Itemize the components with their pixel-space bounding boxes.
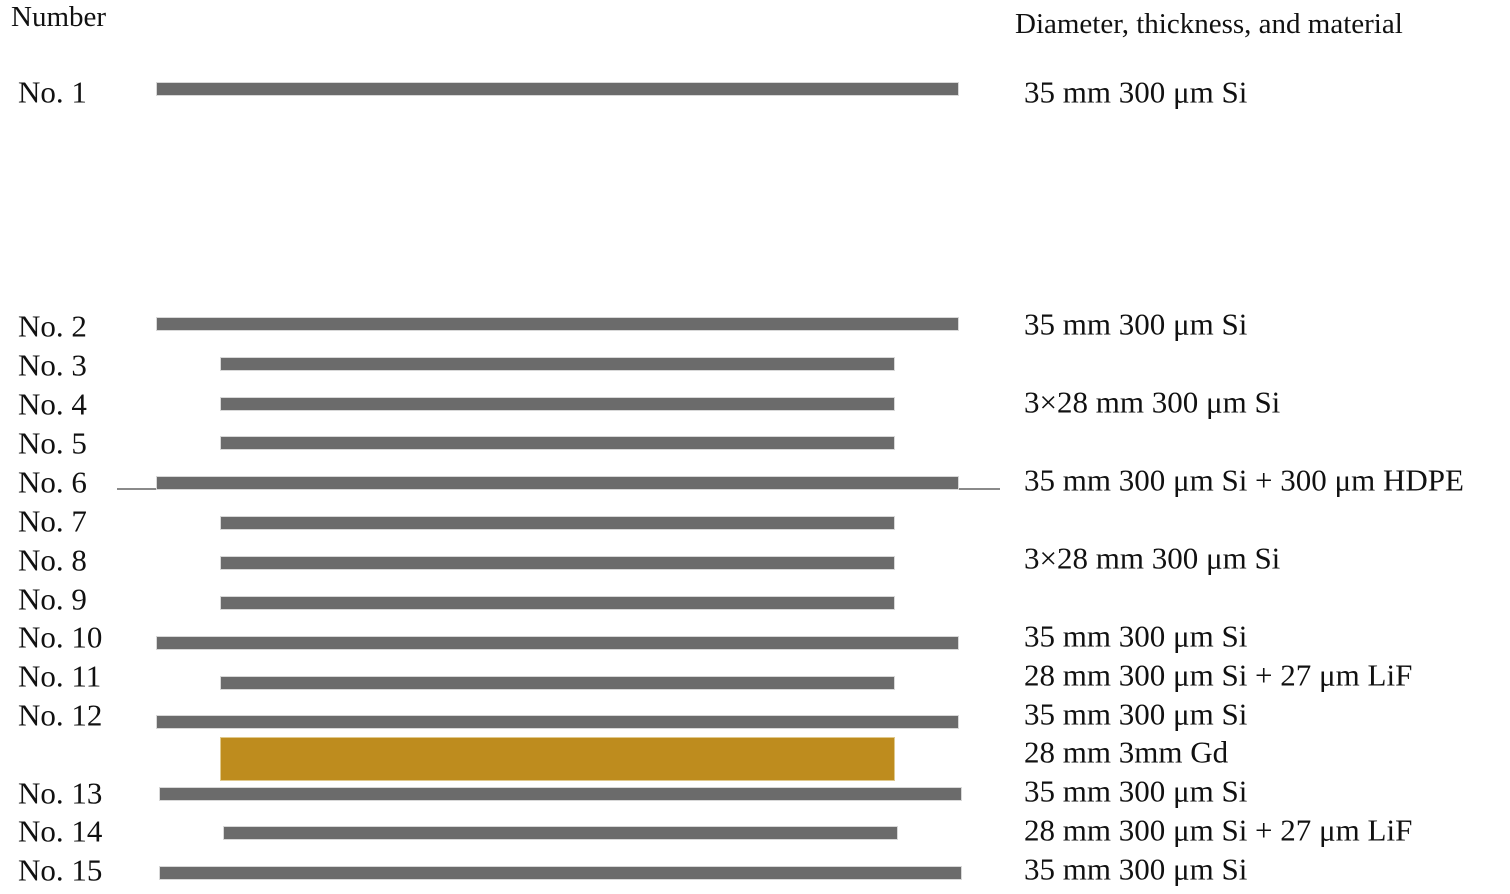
si-detector-bar [221, 517, 894, 529]
layer-number-label: No. 12 [18, 697, 103, 733]
material-label: 35 mm 300 μm Si [1024, 773, 1248, 809]
material-label: 28 mm 3mm Gd [1024, 734, 1229, 770]
layer-number-label: No. 1 [18, 74, 87, 110]
si-detector-bar [157, 477, 958, 489]
material-label: 35 mm 300 μm Si [1024, 851, 1248, 887]
si-detector-bar [157, 637, 958, 649]
material-label: 28 mm 300 μm Si + 27 μm LiF [1024, 812, 1413, 848]
material-label: 3×28 mm 300 μm Si [1024, 384, 1281, 420]
material-label: 35 mm 300 μm Si [1024, 74, 1248, 110]
material-label: 35 mm 300 μm Si [1024, 696, 1248, 732]
material-column-header: Diameter, thickness, and material [1015, 8, 1403, 40]
layer-number-label: No. 6 [18, 464, 87, 500]
material-label: 3×28 mm 300 μm Si [1024, 540, 1281, 576]
layer-number-label: No. 14 [18, 813, 103, 849]
si-detector-bar [160, 788, 961, 800]
si-detector-bar [221, 398, 894, 410]
si-detector-bar [221, 358, 894, 370]
si-detector-bar [221, 677, 894, 689]
reference-line [117, 488, 1000, 490]
layer-number-label: No. 15 [18, 852, 103, 888]
layer-number-label: No. 11 [18, 658, 102, 694]
si-detector-bar [221, 557, 894, 569]
layer-number-label: No. 4 [18, 386, 87, 422]
si-detector-bar [224, 827, 897, 839]
layer-number-label: No. 9 [18, 581, 87, 617]
material-label: 35 mm 300 μm Si [1024, 306, 1248, 342]
material-label: 28 mm 300 μm Si + 27 μm LiF [1024, 657, 1413, 693]
layer-number-label: No. 8 [18, 542, 87, 578]
material-label: 35 mm 300 μm Si [1024, 618, 1248, 654]
layer-number-label: No. 5 [18, 425, 87, 461]
si-detector-bar [221, 597, 894, 609]
si-detector-bar [160, 867, 961, 879]
layer-number-label: No. 13 [18, 775, 103, 811]
si-detector-bar [157, 318, 958, 330]
layer-number-label: No. 2 [18, 308, 87, 344]
material-label: 35 mm 300 μm Si + 300 μm HDPE [1024, 462, 1464, 498]
gd-converter-layer [221, 738, 894, 780]
si-detector-bar [221, 437, 894, 449]
si-detector-bar [157, 83, 958, 95]
si-detector-bar [157, 716, 958, 728]
number-column-header: Number [11, 1, 107, 33]
layer-number-label: No. 10 [18, 619, 103, 655]
layer-number-label: No. 3 [18, 347, 87, 383]
layer-number-label: No. 7 [18, 503, 87, 539]
